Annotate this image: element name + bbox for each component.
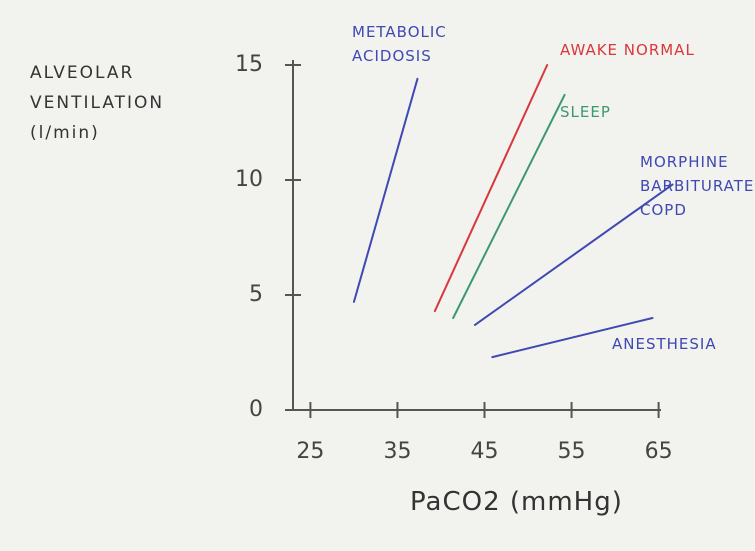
y-tick-label: 10 [235,167,263,192]
y-tick-label: 15 [235,52,263,77]
series-line [354,79,418,302]
x-tick-label: 25 [296,439,324,464]
x-tick-label: 65 [645,439,673,464]
series-line [435,65,547,311]
series-line [453,95,564,318]
page: 0 5 10 15 25 35 45 55 65 ALVEOLAR VENTILATION (l… [0,0,755,551]
x-tick-label: 55 [558,439,586,464]
series-label: AWAKE NORMAL [560,38,710,62]
x-tick-label: 45 [471,439,499,464]
x-tick-label: 35 [383,439,411,464]
series-label: METABOLIC ACIDOSIS [352,20,492,68]
y-tick-label: 0 [249,397,263,422]
x-axis-label: PaCO2 (mmHg) [410,490,623,514]
y-tick-label: 5 [249,282,263,307]
series-label: MORPHINE BARBITURATES COPD [640,150,755,222]
y-axis-label: ALVEOLAR VENTILATION (l/min) [30,58,220,148]
series-label: ANESTHESIA [612,332,752,356]
series-label: SLEEP [560,100,680,124]
